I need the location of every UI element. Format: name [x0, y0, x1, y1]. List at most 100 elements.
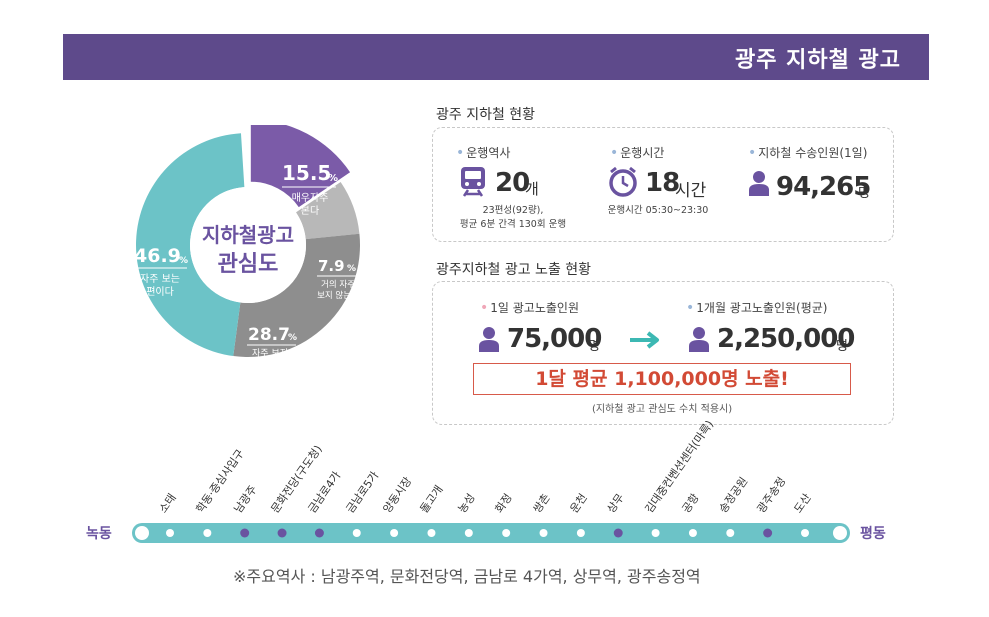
segment-label2-very-often: 본다	[301, 205, 319, 217]
hours-label-text: 운행시간	[620, 146, 665, 160]
station-label: 소태	[156, 491, 179, 516]
status-box	[432, 127, 894, 242]
hours-unit: 시간	[675, 181, 707, 201]
segment-unit-often: %	[179, 256, 188, 266]
segment-unit-rarely: %	[347, 264, 356, 274]
station-label: 광주송정	[754, 474, 789, 516]
station-marker	[277, 528, 287, 538]
station-marker	[539, 529, 548, 537]
segment-label2-often: 편이다	[146, 286, 174, 298]
station-marker	[427, 529, 436, 537]
segment-label1-often: 자주 보는	[140, 273, 180, 285]
stations-detail: 23편성(92량), 평균 6분 간격 130회 운행	[448, 204, 578, 232]
status-title: 광주 지하철 현황	[436, 107, 536, 123]
riders-unit: 명	[858, 186, 870, 201]
station-label: 공항	[679, 491, 702, 516]
bullet-icon: •	[686, 300, 695, 316]
riders-label: • 지하철 수송인원(1일)	[748, 144, 867, 161]
segment-value-very-often: 15.5	[282, 161, 331, 185]
donut-center-line1: 지하철광고	[202, 223, 294, 247]
riders-label-text: 지하철 수송인원(1일)	[758, 146, 868, 160]
hours-value: 18	[645, 168, 680, 198]
stations-label: • 운행역사	[456, 144, 510, 161]
station-marker	[763, 528, 773, 538]
station-label: 송정공원	[716, 474, 751, 516]
station-marker	[314, 528, 324, 538]
station-marker	[166, 529, 174, 537]
stations-detail1: 23편성(92량),	[482, 205, 544, 216]
exposure-title: 광주지하철 광고 노출 현황	[436, 262, 592, 278]
station-label: 돌고개	[418, 483, 447, 516]
monthly-unit: 명	[836, 339, 848, 354]
terminal-start: 녹동	[86, 526, 112, 542]
header-banner: 광주 지하철 광고	[63, 34, 929, 80]
donut-slice-not-often	[233, 233, 360, 357]
riders-value: 94,265	[776, 172, 871, 202]
bullet-icon: •	[610, 145, 619, 161]
station-label: 쌍촌	[530, 491, 553, 516]
bullet-icon: •	[480, 300, 489, 316]
arrow-right-icon	[630, 331, 659, 349]
station-marker	[352, 529, 361, 537]
bullet-icon: •	[748, 145, 757, 161]
stations-unit: 개	[525, 180, 539, 198]
daily-label: • 1일 광고노출인원	[480, 299, 579, 316]
segment-unit-very-often: %	[328, 173, 338, 184]
station-label: 금남로5가	[343, 469, 382, 516]
station-label: 양동시장	[380, 474, 415, 516]
station-label: 도산	[791, 491, 814, 516]
station-marker	[390, 529, 399, 537]
stations-detail2: 평균 6분 간격 130회 운행	[459, 219, 567, 230]
monthly-label-text: 1개월 광고노출인원(평균)	[696, 301, 828, 315]
station-label: 금남로4가	[305, 469, 344, 516]
stations-label-text: 운행역사	[466, 146, 511, 160]
segment-value-not-often: 28.7	[248, 325, 290, 345]
footer-note: ※주요역사 : 남광주역, 문화전당역, 금남로 4가역, 상무역, 광주송정역	[233, 567, 701, 586]
page-title: 광주 지하철 광고	[735, 48, 901, 73]
person-icon	[749, 171, 769, 196]
train-icon	[461, 167, 485, 197]
donut-slice-often	[135, 133, 245, 357]
station-label: 농성	[455, 491, 478, 516]
station-marker	[464, 529, 473, 537]
station-label: 화정	[492, 491, 515, 516]
exposure-note: (지하철 광고 관심도 수치 적용시)	[592, 404, 733, 415]
subway-route-line	[132, 523, 850, 543]
segment-value-rarely: 7.9	[318, 257, 345, 275]
segment-label1-very-often: 매우자주	[292, 192, 329, 204]
monthly-label: • 1개월 광고노출인원(평균)	[686, 299, 827, 316]
station-marker	[502, 529, 511, 537]
station-marker	[203, 529, 212, 537]
daily-value: 75,000	[507, 324, 602, 354]
segment-label2-rarely: 보지 않는다	[317, 291, 359, 301]
station-marker	[688, 529, 697, 537]
terminal-end: 평동	[860, 526, 886, 542]
segment-label2-not-often: 않는다	[258, 360, 284, 371]
segment-value-often: 46.9	[134, 245, 181, 267]
station-label: 김대중컨벤션센터(마륵)	[642, 418, 716, 516]
station-marker	[576, 529, 585, 537]
station-label: 상무	[604, 491, 628, 516]
donut-hole	[190, 187, 306, 303]
segment-unit-not-often: %	[288, 333, 297, 343]
exposure-box	[432, 281, 894, 425]
station-marker	[801, 529, 809, 537]
donut-slice-rarely	[295, 182, 360, 240]
segment-label1-rarely: 거의 자주	[321, 279, 355, 290]
end-station-marker	[833, 526, 847, 540]
route-track	[132, 523, 850, 543]
donut-center-line2: 관심도	[218, 252, 279, 277]
station-marker	[651, 529, 660, 537]
station-marker	[726, 529, 735, 537]
station-label: 남광주	[231, 483, 260, 516]
person-icon	[479, 327, 499, 352]
daily-label-text: 1일 광고노출인원	[490, 301, 579, 315]
hours-detail: 운행시간 05:30~23:30	[607, 205, 709, 216]
bullet-icon: •	[456, 145, 465, 161]
exposure-highlight: 1달 평균 1,100,000명 노출!	[473, 363, 851, 395]
daily-unit: 명	[588, 339, 600, 354]
segment-label1-not-often: 자주 보지	[252, 348, 288, 359]
donut-chart: 지하철광고 관심도 15.5 % 매우자주 본다 7.9 % 거의 자주 보지 …	[134, 125, 360, 371]
station-marker	[240, 528, 250, 538]
clock-icon	[609, 166, 637, 197]
